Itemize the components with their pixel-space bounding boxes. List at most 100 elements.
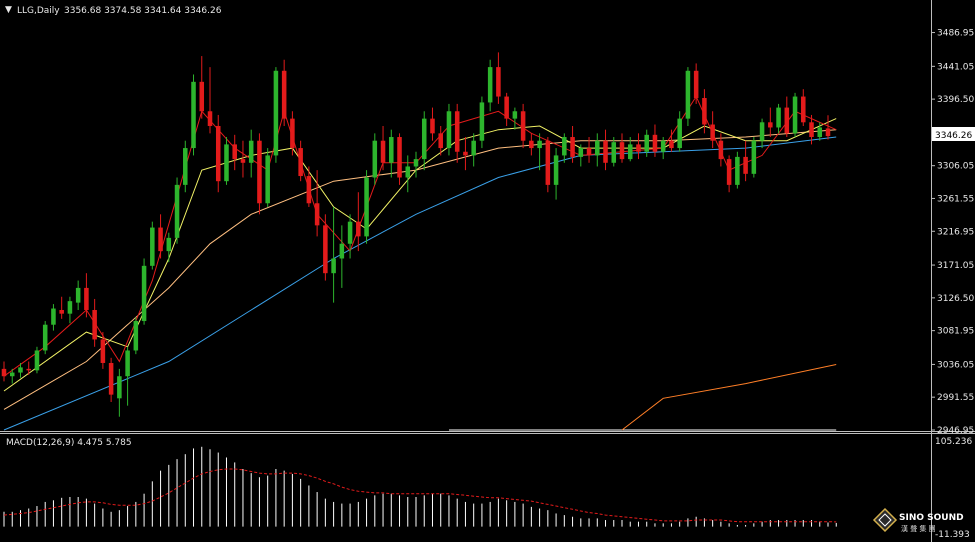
candle-body — [685, 70, 691, 119]
macd-bottom-tick: -11.393 — [935, 530, 970, 540]
candle-body — [726, 159, 732, 185]
candle-body — [801, 96, 806, 123]
price-tick-label: 3396.50 — [937, 95, 974, 105]
candle-body — [652, 134, 658, 152]
candle-body — [84, 287, 89, 310]
candle-body — [644, 134, 649, 152]
dropdown-arrow-icon[interactable]: ▼ — [5, 5, 12, 15]
candle-body — [545, 140, 551, 185]
logo-text-cn: 漢 聲 集 團 — [901, 524, 936, 533]
macd-signal-line — [3, 468, 837, 523]
price-tick-label: 3261.55 — [937, 194, 974, 204]
price-tick-label: 3306.05 — [937, 162, 974, 172]
candle-body — [397, 137, 402, 178]
candle-body — [158, 227, 163, 252]
candle-body — [529, 140, 534, 149]
moving-average-line — [621, 364, 837, 431]
candle-body — [347, 221, 353, 244]
macd-indicator — [3, 446, 837, 527]
candle-body — [578, 148, 584, 157]
candle-body — [1, 368, 7, 377]
candle-body — [768, 122, 773, 128]
price-tick-label: 2991.55 — [937, 393, 974, 403]
candle-body — [331, 258, 336, 274]
price-tick-label: 3216.95 — [937, 227, 974, 237]
price-tick-label: 3126.50 — [937, 294, 974, 304]
candle-body — [92, 309, 97, 340]
candle-body — [199, 81, 205, 112]
candle-body — [743, 156, 748, 174]
candle-body — [339, 243, 345, 259]
candle-body — [735, 156, 740, 185]
candle-body — [306, 176, 312, 204]
price-tick-label: 3036.05 — [937, 360, 974, 370]
price-tick-label: 3081.95 — [937, 327, 974, 337]
candle-body — [520, 111, 526, 141]
candle-body — [619, 142, 625, 160]
moving-average-line — [3, 118, 837, 392]
candle-body — [562, 137, 567, 156]
candle-body — [75, 287, 81, 303]
candle-body — [224, 144, 229, 182]
candle-body — [710, 124, 715, 141]
candle-body — [504, 96, 509, 119]
sino-sound-logo: SINO SOUND 漢 聲 集 團 — [872, 507, 964, 533]
candlesticks — [1, 52, 831, 417]
candle-body — [323, 225, 328, 274]
candle-body — [240, 159, 246, 163]
candle-body — [34, 350, 40, 371]
candle-body — [759, 122, 765, 141]
candle-body — [751, 140, 757, 174]
last-price-box — [932, 127, 975, 141]
candle-body — [792, 96, 798, 134]
candle-body — [693, 70, 699, 99]
candle-body — [183, 148, 188, 185]
candle-body — [42, 324, 48, 351]
moving-average-line — [3, 136, 837, 431]
candle-body — [570, 137, 575, 157]
candle-body — [100, 339, 106, 363]
candle-body — [463, 151, 468, 156]
candle-body — [496, 67, 501, 97]
price-tick-label: 2946.95 — [937, 426, 974, 436]
candle-body — [776, 107, 781, 128]
candle-body — [133, 321, 139, 351]
candle-body — [356, 221, 361, 237]
candle-body — [718, 140, 724, 160]
candle-body — [405, 166, 411, 178]
candle-body — [627, 144, 633, 160]
candle-body — [446, 111, 452, 149]
candle-body — [364, 177, 369, 237]
price-tick-label: 3486.95 — [937, 29, 974, 39]
candle-body — [389, 137, 394, 163]
candle-body — [595, 140, 600, 156]
candle-body — [817, 127, 823, 138]
candle-body — [273, 70, 279, 156]
candle-body — [669, 140, 674, 149]
candle-body — [372, 140, 378, 178]
candle-body — [257, 140, 262, 204]
symbol-label: LLG,Daily — [17, 6, 60, 16]
candle-body — [636, 144, 641, 152]
candle-body — [67, 301, 73, 314]
candle-body — [281, 70, 287, 119]
candle-body — [207, 111, 213, 126]
macd-label: MACD(12,26,9) 4.475 5.785 — [6, 438, 132, 448]
candle-body — [430, 118, 435, 134]
candle-body — [26, 368, 31, 371]
candle-body — [702, 98, 707, 125]
candle-body — [784, 107, 790, 134]
candle-body — [825, 128, 831, 137]
candle-body — [413, 159, 419, 167]
candle-body — [677, 118, 682, 149]
candle-body — [150, 227, 155, 266]
candle-body — [611, 142, 617, 163]
candle-body — [117, 376, 122, 399]
candle-body — [265, 155, 270, 204]
diamond-logo-inner-icon — [878, 513, 892, 527]
price-tick-label: 3171.05 — [937, 261, 974, 271]
candle-body — [586, 148, 592, 156]
candle-body — [809, 122, 814, 138]
candle-body — [603, 140, 608, 163]
